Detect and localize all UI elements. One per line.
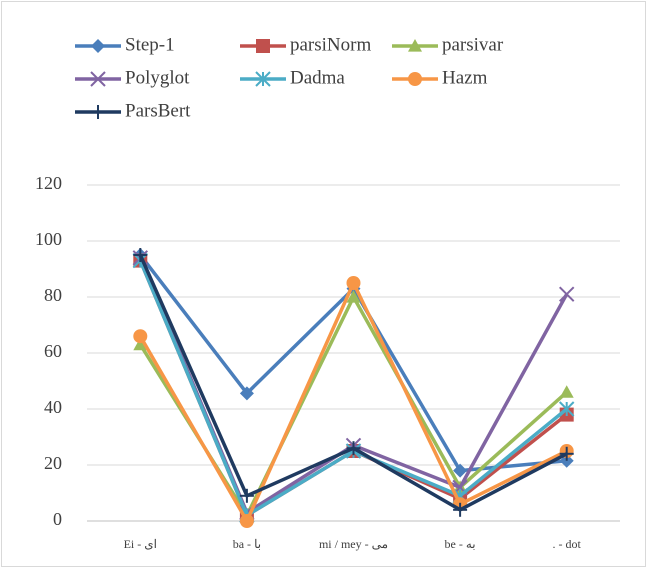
data-point: [558, 401, 575, 417]
legend-marker-part: [91, 39, 105, 53]
legend-marker: [256, 39, 270, 53]
y-tick-label: 20: [44, 453, 62, 473]
y-tick-label: 120: [35, 173, 62, 193]
y-tick-label: 100: [35, 229, 62, 249]
y-tick-label: 60: [44, 341, 62, 361]
data-point-part: [346, 290, 361, 303]
data-point-part: [453, 463, 468, 478]
legend-label: parsivar: [442, 34, 504, 55]
legend-label: Polyglot: [125, 67, 190, 88]
data-point-part: [133, 329, 148, 344]
legend-marker-part: [408, 39, 422, 52]
legend-marker: [91, 105, 105, 119]
data-point: [239, 386, 254, 401]
data-point-part: [133, 337, 148, 351]
legend-marker: [408, 72, 422, 86]
x-tick-label: mi / mey - می: [319, 537, 388, 551]
data-point: [133, 248, 148, 262]
x-tick-label: be - به: [445, 537, 476, 551]
data-point: [239, 514, 254, 528]
data-point-part: [346, 276, 361, 290]
legend-label: Step-1: [125, 34, 175, 55]
data-point-part: [559, 385, 574, 398]
y-tick-label: 0: [53, 509, 62, 529]
data-point: [133, 337, 148, 351]
legend-marker: [408, 39, 422, 52]
y-tick-label: 80: [44, 285, 62, 305]
data-point: [559, 446, 574, 461]
data-point: [558, 286, 575, 302]
data-point-part: [239, 386, 254, 401]
x-tick-label: Ei - ای: [124, 537, 157, 551]
legend-label: Hazm: [442, 67, 488, 88]
data-point: [133, 329, 148, 344]
data-point: [453, 463, 468, 478]
legend-marker: [90, 71, 106, 87]
legend-label: ParsBert: [125, 100, 191, 121]
data-point: [346, 290, 361, 303]
data-point: [346, 441, 361, 456]
legend-marker-part: [256, 39, 270, 53]
data-point-part: [558, 286, 575, 302]
x-tick-label: ba - با: [233, 537, 261, 551]
data-point: [453, 502, 468, 517]
data-point: [239, 488, 254, 503]
legend-marker-part: [408, 72, 422, 86]
y-tick-label: 40: [44, 397, 62, 417]
data-point: [559, 385, 574, 398]
legend-marker: [255, 71, 271, 87]
data-point: [346, 276, 361, 290]
legend-marker: [91, 39, 105, 53]
data-point-part: [239, 514, 254, 528]
legend-label: parsiNorm: [290, 34, 371, 55]
legend-label: Dadma: [290, 67, 345, 88]
x-tick-label: . - dot: [553, 537, 582, 551]
legend-marker-part: [90, 71, 106, 87]
